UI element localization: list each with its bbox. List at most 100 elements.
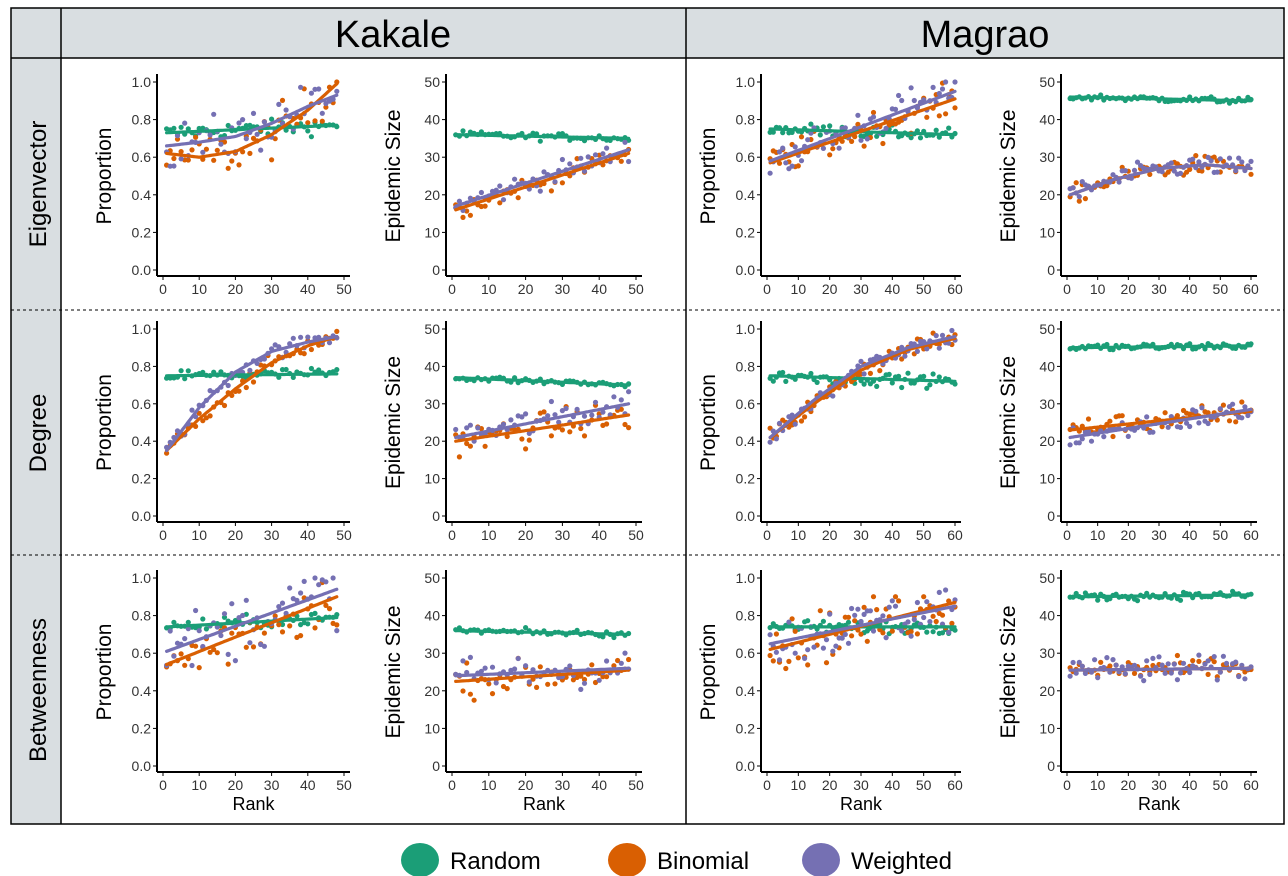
data-point-weighted bbox=[1180, 660, 1187, 666]
y-tick-label: 0.6 bbox=[132, 396, 152, 412]
data-point-weighted bbox=[229, 601, 235, 607]
data-point-weighted bbox=[1070, 659, 1076, 666]
data-point-weighted bbox=[618, 397, 624, 403]
data-point-weighted bbox=[1116, 179, 1122, 185]
data-point-binomial bbox=[279, 97, 286, 103]
data-point-binomial bbox=[1082, 196, 1088, 202]
data-point-weighted bbox=[1242, 676, 1248, 682]
site-header-magrao bbox=[686, 8, 1284, 58]
data-point-weighted bbox=[858, 618, 864, 625]
y-tick-label: 0.8 bbox=[132, 608, 152, 624]
data-point-weighted bbox=[842, 631, 848, 638]
data-point-binomial bbox=[178, 149, 184, 155]
data-point-binomial bbox=[279, 629, 286, 635]
chart-panel-kakale-betweenness-epidemic: 0 10 20 30 40 50 0 10 20 30 40 50 Epidemic Size Rank bbox=[382, 570, 644, 814]
data-point-random bbox=[211, 369, 217, 375]
y-axis-title: Epidemic Size bbox=[997, 109, 1020, 242]
data-point-binomial bbox=[1147, 171, 1153, 177]
y-tick-label: 1.0 bbox=[132, 74, 152, 90]
data-point-weighted bbox=[933, 333, 939, 339]
data-point-weighted bbox=[456, 198, 462, 204]
x-tick-label: 60 bbox=[947, 281, 963, 297]
y-tick-label: 0.6 bbox=[736, 149, 756, 165]
chart-panel-kakale-eigenvector-epidemic: 0 10 20 30 40 50 0 10 20 30 40 50 Epidemic Size bbox=[382, 74, 644, 297]
data-point-weighted bbox=[773, 436, 780, 442]
y-axis-title: Proportion bbox=[697, 374, 720, 471]
data-point-weighted bbox=[1122, 168, 1128, 174]
trend-line-binomial bbox=[768, 336, 957, 440]
data-point-weighted bbox=[1159, 662, 1165, 668]
data-point-binomial bbox=[789, 616, 795, 622]
data-point-random bbox=[770, 378, 776, 384]
data-point-binomial bbox=[467, 443, 473, 449]
data-point-weighted bbox=[211, 111, 217, 117]
data-point-weighted bbox=[604, 658, 610, 664]
data-point-weighted bbox=[1144, 414, 1150, 420]
trend-line-random bbox=[1068, 95, 1253, 103]
y-tick-label: 0.0 bbox=[736, 508, 756, 524]
x-tick-label: 10 bbox=[191, 527, 207, 543]
y-tick-label: 0.2 bbox=[736, 720, 756, 736]
x-tick-label: 60 bbox=[1243, 777, 1259, 793]
data-point-weighted bbox=[578, 155, 584, 161]
data-point-binomial bbox=[482, 203, 488, 209]
x-tick-label: 20 bbox=[1121, 281, 1137, 297]
data-point-random bbox=[1177, 597, 1184, 603]
x-tick-label: 50 bbox=[916, 527, 932, 543]
data-point-weighted bbox=[1095, 675, 1101, 681]
data-point-binomial bbox=[1205, 410, 1211, 416]
data-point-weighted bbox=[827, 611, 833, 617]
y-axis-title: Proportion bbox=[93, 624, 116, 721]
y-tick-label: 50 bbox=[1039, 74, 1055, 90]
trend-line-random bbox=[165, 372, 339, 378]
data-point-weighted bbox=[171, 653, 177, 659]
data-point-binomial bbox=[243, 644, 249, 650]
x-tick-label: 0 bbox=[448, 527, 456, 543]
chart-panel-kakale-degree-epidemic: 0 10 20 30 40 50 0 10 20 30 40 50 Epidemic Size bbox=[382, 321, 644, 543]
data-point-binomial bbox=[1076, 198, 1082, 204]
data-point-binomial bbox=[545, 681, 551, 687]
data-point-weighted bbox=[515, 655, 521, 662]
x-tick-label: 10 bbox=[191, 281, 207, 297]
legend-swatch-random bbox=[401, 843, 439, 876]
data-point-weighted bbox=[261, 643, 267, 649]
data-point-weighted bbox=[308, 90, 314, 96]
data-point-weighted bbox=[1076, 440, 1082, 446]
data-point-random bbox=[921, 373, 927, 379]
y-tick-label: 1.0 bbox=[736, 74, 756, 90]
data-point-binomial bbox=[1165, 169, 1171, 175]
data-point-random bbox=[460, 128, 466, 134]
y-axis-title: Epidemic Size bbox=[382, 356, 405, 489]
y-tick-label: 30 bbox=[424, 645, 440, 661]
y-tick-label: 0 bbox=[432, 758, 440, 774]
data-point-random bbox=[946, 125, 952, 131]
data-point-binomial bbox=[269, 157, 275, 163]
data-point-binomial bbox=[196, 410, 202, 416]
data-point-binomial bbox=[1211, 154, 1217, 160]
data-point-random bbox=[269, 116, 275, 122]
x-tick-label: 40 bbox=[885, 777, 901, 793]
data-point-weighted bbox=[939, 86, 946, 92]
data-point-weighted bbox=[552, 412, 558, 418]
trend-line-weighted bbox=[1068, 407, 1253, 440]
data-point-binomial bbox=[830, 146, 836, 152]
data-point-binomial bbox=[214, 147, 220, 153]
data-point-weighted bbox=[559, 156, 566, 163]
data-point-binomial bbox=[504, 686, 510, 692]
data-point-weighted bbox=[626, 389, 632, 395]
data-point-weighted bbox=[323, 579, 329, 585]
data-point-weighted bbox=[622, 650, 628, 656]
trend-line-weighted bbox=[454, 402, 631, 440]
data-point-binomial bbox=[861, 143, 867, 149]
data-point-weighted bbox=[776, 420, 783, 426]
data-point-weighted bbox=[1168, 160, 1174, 166]
data-point-weighted bbox=[849, 605, 855, 612]
x-tick-label: 0 bbox=[159, 527, 167, 543]
x-tick-label: 60 bbox=[1243, 527, 1259, 543]
x-tick-label: 0 bbox=[448, 777, 456, 793]
data-point-weighted bbox=[600, 151, 606, 157]
data-point-binomial bbox=[581, 433, 588, 439]
data-point-binomial bbox=[519, 436, 525, 442]
data-point-weighted bbox=[880, 613, 886, 619]
data-point-binomial bbox=[1187, 166, 1193, 172]
